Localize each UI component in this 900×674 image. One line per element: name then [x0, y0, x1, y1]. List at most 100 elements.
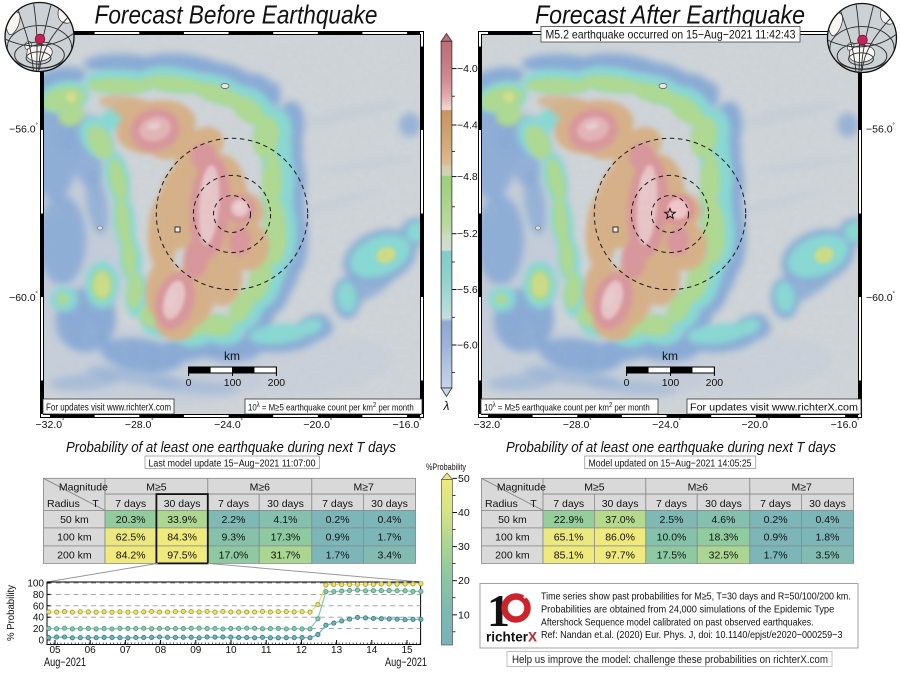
svg-text:7 days: 7 days	[553, 498, 584, 510]
svg-text:200 km: 200 km	[57, 550, 92, 562]
svg-text:−5.2: −5.2	[457, 228, 478, 240]
svg-text:97.7%: 97.7%	[605, 550, 635, 562]
svg-text:4.6%: 4.6%	[712, 514, 736, 526]
svg-text:30 days: 30 days	[809, 498, 846, 510]
svg-text:37.0%: 37.0%	[605, 514, 635, 526]
svg-text:50: 50	[458, 473, 470, 485]
svg-text:0: 0	[38, 636, 44, 647]
svg-text:7 days: 7 days	[760, 498, 791, 510]
svg-text:−28.0˚: −28.0˚	[125, 418, 154, 431]
svg-text:Last model update 15−Aug−2021: Last model update 15−Aug−2021 11:07:00	[149, 458, 316, 470]
svg-text:1.8%: 1.8%	[816, 532, 840, 544]
svg-text:richterX: richterX	[486, 630, 537, 645]
svg-text:10.0%: 10.0%	[657, 532, 687, 544]
svg-text:Probabilities are obtained fro: Probabilities are obtained from 24,000 s…	[541, 604, 834, 615]
svg-text:−20.0˚: −20.0˚	[741, 418, 770, 431]
svg-text:17.0%: 17.0%	[219, 550, 249, 562]
svg-text:3.4%: 3.4%	[378, 550, 402, 562]
svg-text:08: 08	[155, 645, 167, 656]
svg-text:05: 05	[49, 645, 61, 656]
svg-text:−6.0: −6.0	[457, 340, 478, 352]
svg-text:100 km: 100 km	[495, 532, 530, 544]
svg-text:Probability of at least one ea: Probability of at least one earthquake d…	[506, 440, 836, 456]
svg-text:−32.0˚: −32.0˚	[36, 418, 65, 431]
svg-text:20.3%: 20.3%	[116, 514, 146, 526]
svg-text:100 km: 100 km	[57, 532, 92, 544]
svg-text:1.7%: 1.7%	[764, 550, 788, 562]
svg-text:09: 09	[190, 645, 202, 656]
svg-text:10λ = M≥5 earthquake count per: 10λ = M≥5 earthquake count per km2 per m…	[484, 402, 650, 413]
svg-text:7 days: 7 days	[322, 498, 353, 510]
svg-text:84.3%: 84.3%	[167, 532, 197, 544]
svg-text:7 days: 7 days	[115, 498, 146, 510]
svg-text:Aug−2021: Aug−2021	[44, 657, 86, 669]
svg-text:200: 200	[268, 377, 286, 389]
svg-text:For updates visit www.richterX: For updates visit www.richterX.com	[46, 402, 171, 414]
svg-text:97.5%: 97.5%	[167, 550, 197, 562]
svg-text:17.5%: 17.5%	[657, 550, 687, 562]
svg-text:17.3%: 17.3%	[271, 532, 301, 544]
svg-text:20: 20	[458, 575, 470, 587]
svg-text:100: 100	[27, 579, 44, 590]
svg-text:3.5%: 3.5%	[816, 550, 840, 562]
svg-text:Radius: Radius	[47, 498, 80, 510]
svg-text:06: 06	[85, 645, 97, 656]
svg-text:11: 11	[261, 645, 272, 656]
svg-text:0.9%: 0.9%	[326, 532, 350, 544]
svg-text:−24.0˚: −24.0˚	[652, 418, 681, 431]
svg-text:M≥6: M≥6	[688, 481, 709, 493]
svg-text:Ref: Nandan et.al. (2020) Eur.: Ref: Nandan et.al. (2020) Eur. Phys. J, …	[541, 630, 843, 641]
svg-text:18.3%: 18.3%	[709, 532, 739, 544]
svg-text:km: km	[224, 349, 240, 363]
svg-text:30 days: 30 days	[602, 498, 639, 510]
svg-text:84.2%: 84.2%	[116, 550, 146, 562]
svg-text:50 km: 50 km	[60, 514, 89, 526]
svg-text:4.1%: 4.1%	[274, 514, 298, 526]
svg-text:Magnitude: Magnitude	[59, 481, 108, 493]
svg-text:%Probability: %Probability	[426, 462, 466, 472]
svg-text:86.0%: 86.0%	[605, 532, 635, 544]
svg-text:30 days: 30 days	[705, 498, 742, 510]
svg-text:−16.0˚: −16.0˚	[393, 418, 422, 431]
svg-text:100: 100	[662, 377, 680, 389]
svg-text:M≥6: M≥6	[250, 481, 271, 493]
svg-text:30: 30	[458, 541, 470, 553]
svg-text:Model updated on 15−Aug−2021 1: Model updated on 15−Aug−2021 14:05:25	[589, 458, 752, 470]
svg-text:−32.0˚: −32.0˚	[474, 418, 503, 431]
svg-text:M≥5: M≥5	[146, 481, 167, 493]
svg-text:10λ = M≥5 earthquake count per: 10λ = M≥5 earthquake count per km2 per m…	[248, 402, 414, 413]
svg-text:100: 100	[224, 377, 242, 389]
svg-text:Help us improve the model: cha: Help us improve the model: challenge the…	[512, 654, 828, 666]
svg-text:20: 20	[33, 624, 45, 635]
svg-text:Magnitude: Magnitude	[497, 481, 546, 493]
svg-text:−56.0˚: −56.0˚	[9, 123, 38, 136]
svg-text:−4.0: −4.0	[457, 63, 478, 75]
svg-text:0.2%: 0.2%	[764, 514, 788, 526]
svg-text:65.1%: 65.1%	[554, 532, 584, 544]
svg-text:22.9%: 22.9%	[554, 514, 584, 526]
svg-text:1: 1	[487, 585, 510, 636]
svg-text:km: km	[662, 349, 678, 363]
svg-text:−4.8: −4.8	[457, 171, 478, 183]
svg-text:0.4%: 0.4%	[378, 514, 402, 526]
svg-text:14: 14	[366, 645, 378, 656]
svg-text:9.3%: 9.3%	[222, 532, 246, 544]
svg-text:30 days: 30 days	[371, 498, 408, 510]
svg-text:Aftershock Sequence model cali: Aftershock Sequence model calibrated on …	[541, 617, 814, 628]
svg-text:0: 0	[186, 377, 192, 389]
svg-text:60: 60	[33, 601, 45, 612]
svg-text:30 days: 30 days	[164, 498, 201, 510]
svg-text:M≥7: M≥7	[792, 481, 813, 493]
svg-text:80: 80	[33, 590, 45, 601]
svg-text:−24.0˚: −24.0˚	[214, 418, 243, 431]
svg-text:Forecast After Earthquake: Forecast After Earthquake	[535, 0, 805, 30]
svg-text:200: 200	[706, 377, 724, 389]
svg-text:−60.0˚: −60.0˚	[9, 291, 38, 304]
svg-text:32.5%: 32.5%	[709, 550, 739, 562]
svg-text:0.2%: 0.2%	[326, 514, 350, 526]
svg-text:1.7%: 1.7%	[326, 550, 350, 562]
svg-text:40: 40	[33, 613, 45, 624]
svg-text:For updates visit www.richterX: For updates visit www.richterX.com	[690, 402, 858, 414]
svg-text:13: 13	[331, 645, 343, 656]
svg-text:M≥7: M≥7	[354, 481, 375, 493]
